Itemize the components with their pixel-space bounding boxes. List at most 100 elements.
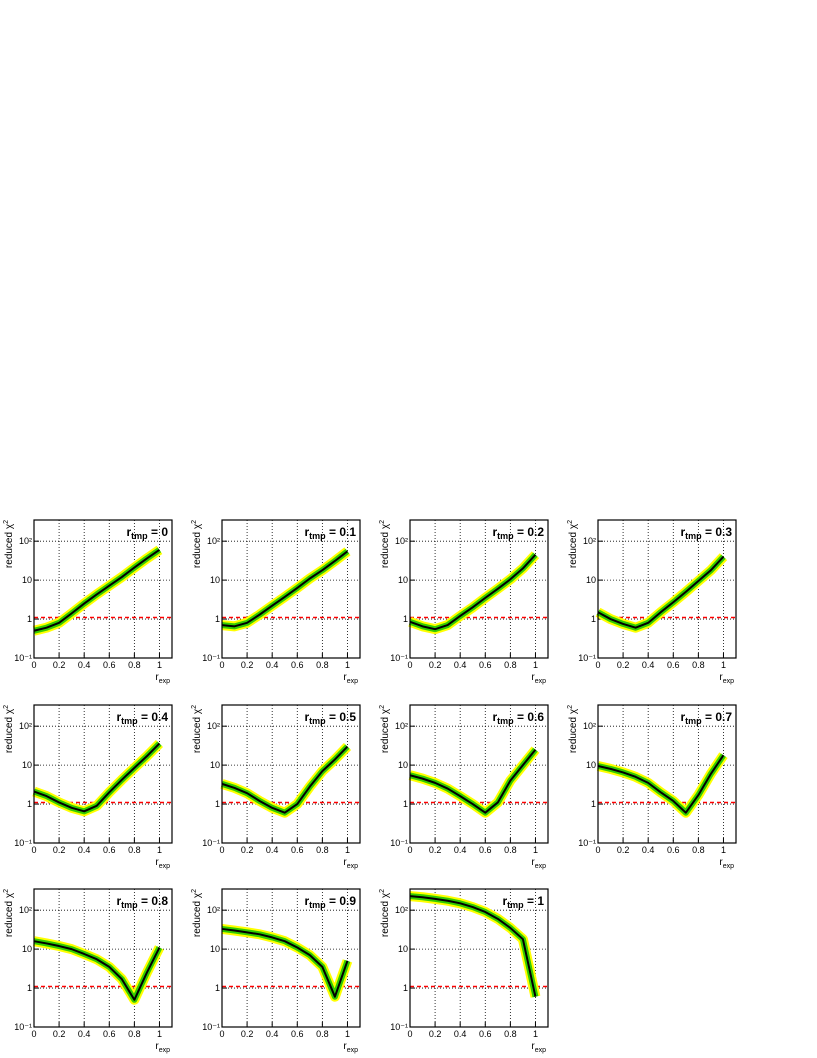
x-tick-label: 0.2 bbox=[241, 1029, 254, 1039]
x-tick-label: 1 bbox=[157, 845, 162, 855]
panel-annotation-part: = 0.7 bbox=[702, 710, 733, 724]
panel-annotation-part: = 0.5 bbox=[326, 710, 357, 724]
panel-annotation: rtmp = 0.7 bbox=[680, 710, 732, 726]
panel-annotation-part: tmp bbox=[685, 716, 702, 726]
plot-frame bbox=[221, 888, 361, 1028]
x-tick-label: 0 bbox=[31, 845, 36, 855]
x-axis-label-part: exp bbox=[159, 678, 170, 685]
x-tick-label: 0.6 bbox=[667, 660, 680, 670]
y-axis-label-part: reduced χ bbox=[4, 708, 15, 753]
x-tick-label: 1 bbox=[345, 660, 350, 670]
x-axis-label-part: r bbox=[531, 857, 535, 868]
x-tick-label: 1 bbox=[157, 1029, 162, 1039]
y-axis-label-part: reduced χ bbox=[4, 523, 15, 568]
plot-frame bbox=[221, 519, 361, 659]
panel-annotation: rtmp = 0.8 bbox=[116, 894, 168, 910]
y-tick-label: 1 bbox=[27, 799, 32, 809]
y-tick-label: 1 bbox=[403, 983, 408, 993]
x-tick-label: 0.6 bbox=[103, 845, 116, 855]
x-tick-label: 0.8 bbox=[128, 1029, 141, 1039]
y-tick-label: 10² bbox=[395, 905, 408, 915]
panel-annotation-part: r bbox=[304, 894, 309, 908]
y-tick-label: 10 bbox=[398, 575, 408, 585]
x-tick-label: 0.2 bbox=[53, 845, 66, 855]
y-axis-label: reduced χ2 bbox=[191, 520, 203, 568]
panel-annotation-part: = 0.9 bbox=[326, 894, 357, 908]
panel-annotation: rtmp = 0 bbox=[126, 525, 168, 541]
x-axis-label-part: exp bbox=[535, 1047, 546, 1054]
y-tick-label: 10⁻¹ bbox=[390, 653, 408, 663]
x-tick-label: 0.2 bbox=[429, 660, 442, 670]
panel-annotation: rtmp = 0.9 bbox=[304, 894, 356, 910]
y-tick-label: 10² bbox=[207, 905, 220, 915]
y-tick-label: 1 bbox=[215, 614, 220, 624]
y-tick-label: 10² bbox=[395, 721, 408, 731]
x-axis-label-part: r bbox=[343, 672, 347, 683]
panel-annotation-part: = 1 bbox=[524, 894, 545, 908]
y-axis-label-part: reduced χ bbox=[380, 523, 391, 568]
panel-annotation-part: tmp bbox=[309, 900, 326, 910]
x-tick-label: 0.4 bbox=[642, 845, 655, 855]
x-axis-label-part: exp bbox=[723, 863, 734, 870]
panel-annotation-part: r bbox=[116, 894, 121, 908]
y-tick-label: 1 bbox=[27, 614, 32, 624]
x-axis-label-part: r bbox=[531, 672, 535, 683]
x-tick-label: 0.8 bbox=[692, 845, 705, 855]
y-tick-label: 10⁻¹ bbox=[202, 838, 220, 848]
band-inner bbox=[33, 938, 163, 1003]
line bbox=[221, 550, 349, 628]
x-axis-label: rexp bbox=[719, 857, 734, 870]
x-tick-label: 0.8 bbox=[316, 1029, 329, 1039]
y-tick-label: 10⁻¹ bbox=[578, 838, 596, 848]
y-axis-label-part: 2 bbox=[3, 705, 10, 709]
panel-annotation: rtmp = 0.2 bbox=[492, 525, 544, 541]
plot-frame bbox=[597, 704, 737, 844]
y-axis-label-part: 2 bbox=[379, 520, 386, 524]
x-tick-label: 0.4 bbox=[454, 660, 467, 670]
plot-frame bbox=[221, 704, 361, 844]
x-tick-label: 0.2 bbox=[429, 1029, 442, 1039]
y-axis-label-part: reduced χ bbox=[192, 892, 203, 937]
y-tick-label: 10 bbox=[22, 944, 32, 954]
y-tick-label: 10 bbox=[210, 944, 220, 954]
y-axis-label-part: 2 bbox=[3, 889, 10, 893]
x-tick-label: 0.4 bbox=[642, 660, 655, 670]
y-axis-label: reduced χ2 bbox=[379, 889, 391, 937]
y-tick-label: 10² bbox=[19, 721, 32, 731]
y-tick-label: 10 bbox=[210, 760, 220, 770]
panel-annotation-part: = 0.3 bbox=[702, 525, 733, 539]
panel-annotation-part: tmp bbox=[121, 716, 138, 726]
x-tick-label: 0.2 bbox=[53, 660, 66, 670]
panel-annotation-part: r bbox=[126, 525, 131, 539]
x-axis-label: rexp bbox=[155, 672, 170, 685]
y-axis-label-part: reduced χ bbox=[192, 708, 203, 753]
y-tick-label: 1 bbox=[591, 799, 596, 809]
y-axis-label-part: 2 bbox=[191, 889, 198, 893]
y-tick-label: 10 bbox=[586, 760, 596, 770]
x-tick-label: 1 bbox=[533, 660, 538, 670]
line bbox=[409, 554, 537, 631]
y-axis-label-part: 2 bbox=[191, 520, 198, 524]
x-axis-label: rexp bbox=[155, 857, 170, 870]
y-axis-label: reduced χ2 bbox=[191, 889, 203, 937]
x-tick-label: 0.8 bbox=[692, 660, 705, 670]
x-tick-label: 0.8 bbox=[504, 845, 517, 855]
x-tick-label: 0.6 bbox=[291, 660, 304, 670]
y-tick-label: 10 bbox=[22, 760, 32, 770]
y-tick-label: 10⁻¹ bbox=[390, 1022, 408, 1032]
panel-annotation-part: = 0 bbox=[148, 525, 169, 539]
y-axis-label-part: reduced χ bbox=[380, 892, 391, 937]
x-tick-label: 0.6 bbox=[103, 1029, 116, 1039]
x-tick-label: 1 bbox=[721, 845, 726, 855]
x-tick-label: 0.6 bbox=[103, 660, 116, 670]
y-axis-label-part: reduced χ bbox=[192, 523, 203, 568]
y-tick-label: 10⁻¹ bbox=[578, 653, 596, 663]
x-axis-label-part: r bbox=[155, 672, 159, 683]
x-tick-label: 0.8 bbox=[128, 660, 141, 670]
x-tick-label: 0.8 bbox=[316, 845, 329, 855]
y-tick-label: 10⁻¹ bbox=[390, 838, 408, 848]
x-tick-label: 0.4 bbox=[266, 660, 279, 670]
